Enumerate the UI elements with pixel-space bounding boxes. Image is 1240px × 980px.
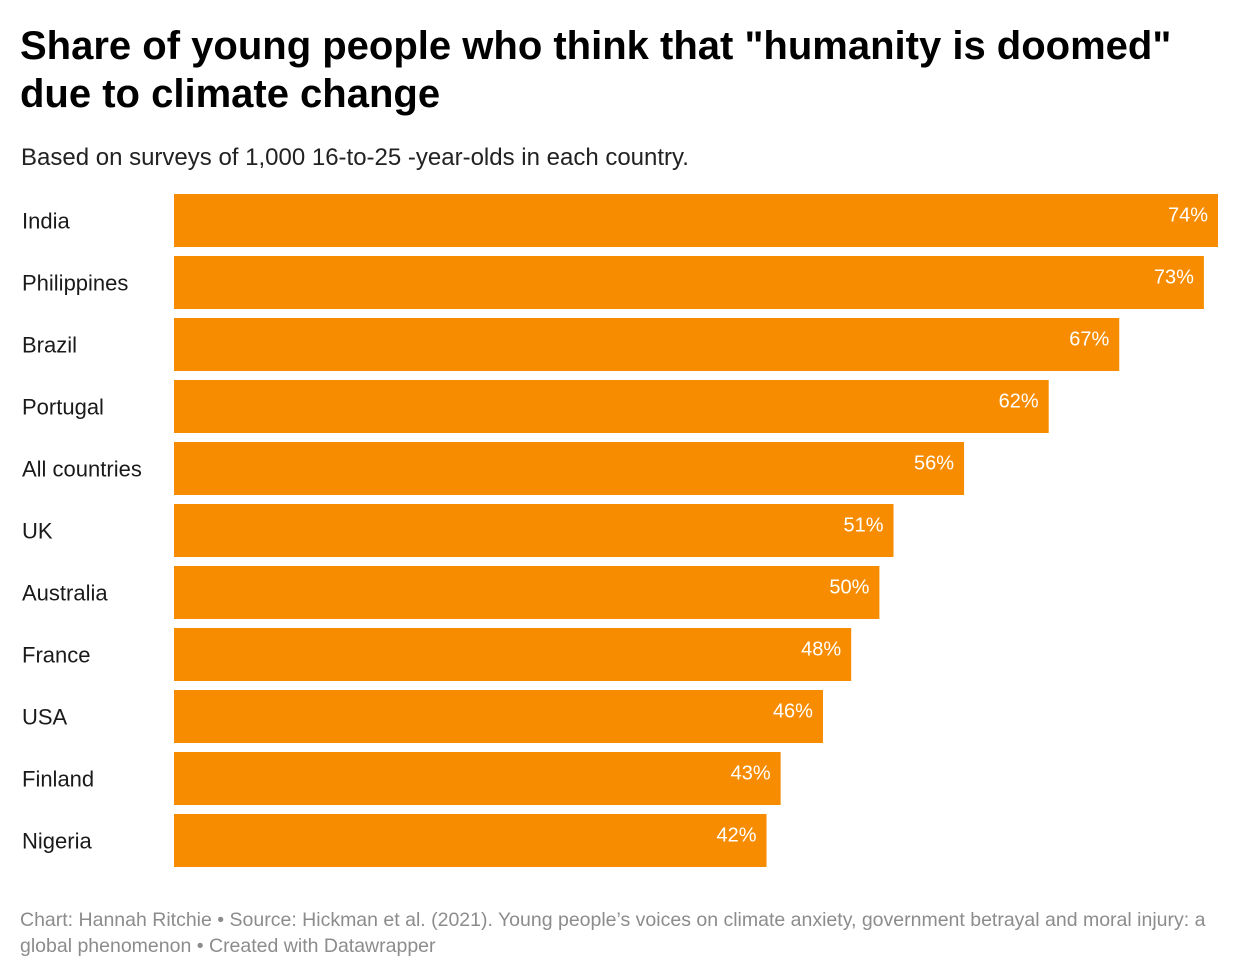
category-label-all-countries: All countries [22,457,142,482]
chart-subtitle: Based on surveys of 1,000 16-to-25 -year… [21,144,689,171]
value-label-uk: 51% [843,515,883,537]
category-label-finland: Finland [22,767,94,792]
value-label-nigeria: 42% [717,825,757,847]
bar-portugal [174,380,1049,433]
value-label-finland: 43% [731,763,771,785]
category-label-nigeria: Nigeria [22,829,92,854]
value-label-france: 48% [801,639,841,661]
value-label-usa: 46% [773,701,813,723]
source-text: Source: Hickman et al. (2021). Young peo… [20,909,1206,957]
bar-all-countries [174,442,965,495]
category-label-france: France [22,643,90,668]
value-label-australia: 50% [829,577,869,599]
bar-uk [174,504,894,557]
value-label-portugal: 62% [999,391,1039,413]
bar-france [174,628,852,681]
bar-nigeria [174,814,767,867]
bar-australia [174,566,880,619]
value-label-all-countries: 56% [914,453,954,475]
category-label-australia: Australia [22,581,108,606]
category-label-uk: UK [22,519,53,544]
category-label-philippines: Philippines [22,271,128,296]
bar-finland [174,752,781,805]
footer-separator-2: • [191,935,209,957]
chart-footer: Chart: Hannah Ritchie • Source: Hickman … [20,907,1220,959]
chart-title: Share of young people who think that "hu… [20,24,1172,116]
value-label-philippines: 73% [1154,267,1194,289]
bar-usa [174,690,823,743]
category-label-usa: USA [22,705,68,730]
chart-credit: Chart: Hannah Ritchie [20,909,212,931]
value-label-brazil: 67% [1069,329,1109,351]
category-label-portugal: Portugal [22,395,104,420]
bar-brazil [174,318,1120,371]
category-label-brazil: Brazil [22,333,77,358]
bar-india [174,194,1218,247]
footer-separator-1: • [211,909,230,931]
value-label-india: 74% [1168,205,1208,227]
category-label-india: India [22,209,70,234]
created-with-text: Created with Datawrapper [208,935,436,957]
bar-chart: India 74% Philippines 73% Brazil 67% Portugal 6… [22,194,1218,867]
bar-philippines [174,256,1204,309]
